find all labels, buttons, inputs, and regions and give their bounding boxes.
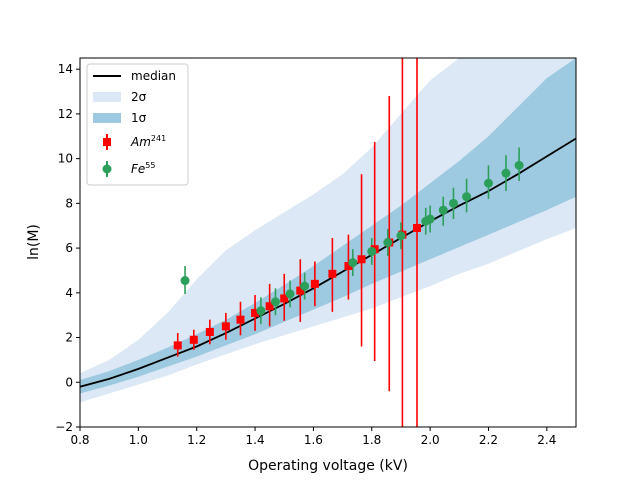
band-2sigma [80,58,576,403]
y-tick-label: 4 [65,286,73,300]
x-tick-label: 1.0 [129,433,148,447]
am-point [173,341,182,350]
y-axis-ticks: −2 0 2 4 6 8 10 12 14 [55,62,80,434]
legend-fe-sup: 55 [145,161,155,170]
am-point [328,269,337,278]
am-point [310,279,319,288]
am-point [412,223,421,232]
legend-am-swatch-marker [103,138,111,146]
plot-frame [79,57,577,428]
legend-fe-swatch-marker [102,164,112,174]
legend-fe-name: Fe [131,162,145,176]
y-tick-label: 6 [65,241,73,255]
x-tick-label: 1.6 [304,433,323,447]
plot-area [80,58,576,427]
y-tick-label: 12 [58,107,73,121]
fe-point [514,160,524,170]
median-line [80,137,576,388]
legend-am-label: Am241 [130,134,166,149]
fe-point [501,168,511,178]
fe-point [483,178,493,188]
legend: median 2σ 1σ Am241 Fe55 [86,63,189,186]
fe-point [256,306,266,316]
am-point [236,315,245,324]
legend-am-sup: 241 [151,134,166,143]
fe-point [425,214,435,224]
fe-point [285,289,295,299]
am-point [221,322,230,331]
am-point [357,255,366,264]
fe-point [348,258,358,268]
band-1sigma [80,58,576,394]
am-point [296,286,305,295]
x-tick-label: 1.2 [187,433,206,447]
fe-point [396,231,406,241]
x-tick-label: 2.4 [537,433,556,447]
legend-median-label: median [131,69,176,83]
fe-point [462,192,472,202]
x-tick-label: 2.0 [421,433,440,447]
x-tick-label: 2.2 [479,433,498,447]
y-tick-label: 2 [65,331,73,345]
fe-point [448,198,458,208]
y-axis-label: ln(M) [26,224,42,260]
am-point [280,294,289,303]
x-tick-label: 1.8 [362,433,381,447]
x-axis-ticks: 0.8 1.0 1.2 1.4 1.6 1.8 2.0 2.2 2.4 [70,427,556,447]
sigma-bands [80,58,576,403]
am-point [251,308,260,317]
y-tick-label: 8 [65,196,73,210]
median-layer [80,137,576,388]
legend-2sigma-swatch [93,92,121,102]
legend-fe-label: Fe55 [131,161,155,176]
x-tick-label: 1.4 [246,433,265,447]
am-point [265,302,274,311]
am-point [344,261,353,270]
legend-am-name: Am [130,135,151,149]
legend-1sigma-label: 1σ [131,111,147,125]
fe-point [270,297,280,307]
legend-2sigma-label: 2σ [131,90,147,104]
am-point [189,335,198,344]
fe-point [180,276,190,286]
fe-point [438,205,448,215]
y-tick-label: 0 [65,375,73,389]
x-tick-label: 0.8 [70,433,89,447]
fe-point [300,281,310,291]
am-point [205,327,214,336]
y-tick-label: −2 [55,420,73,434]
y-tick-label: 10 [58,152,73,166]
fe-point [367,246,377,256]
fe-point [383,238,393,247]
markers [173,160,524,350]
x-axis-label: Operating voltage (kV) [248,458,408,474]
legend-1sigma-swatch [93,113,121,123]
y-tick-label: 14 [58,62,73,76]
